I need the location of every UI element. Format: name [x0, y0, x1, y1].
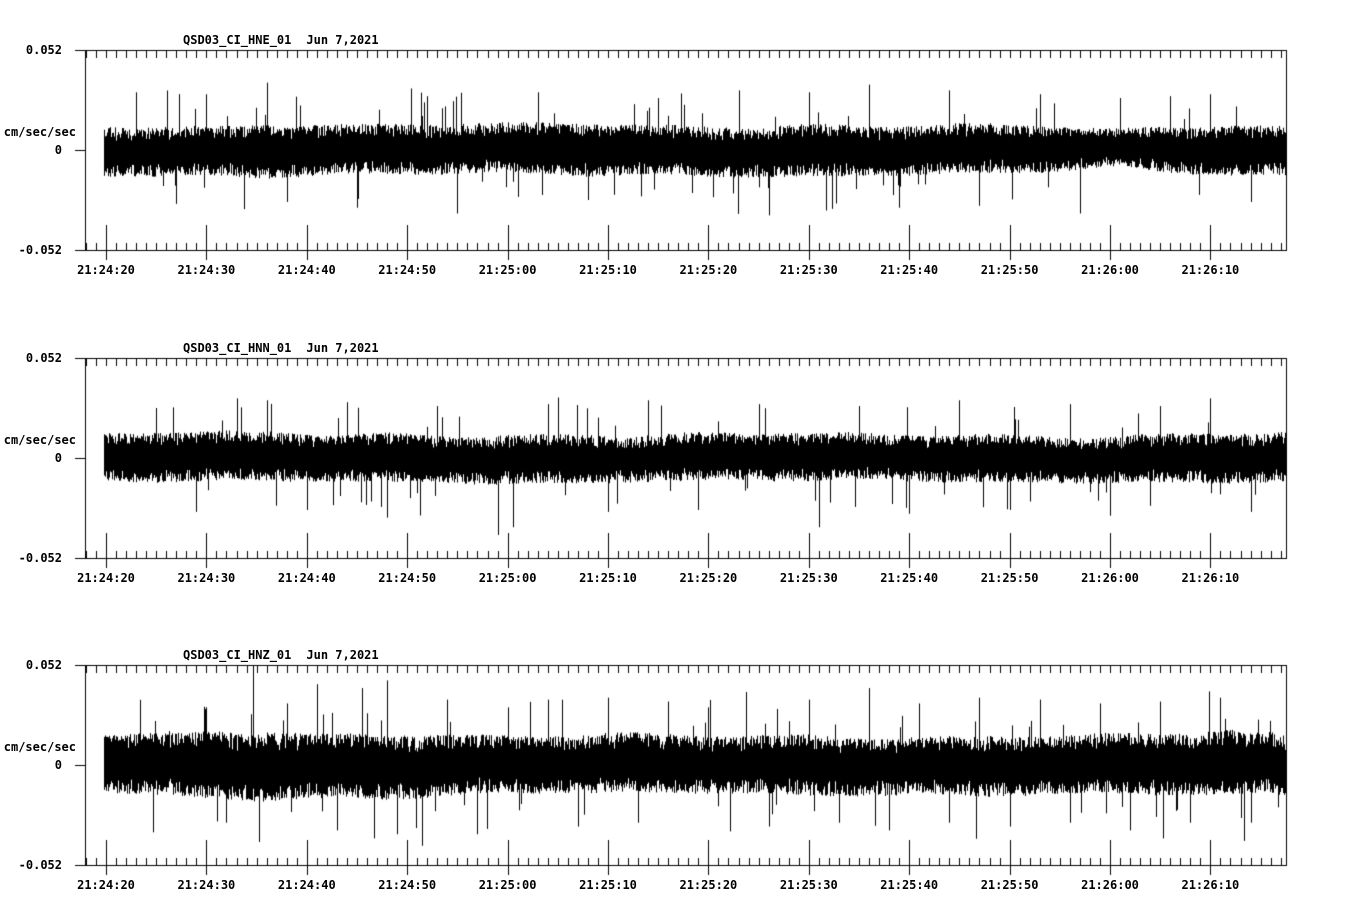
channel-id-label: QSD03_CI_HNZ_01: [183, 648, 292, 662]
x-tick-label: 21:24:40: [277, 878, 336, 892]
x-tick-label: 21:25:00: [478, 263, 537, 277]
x-tick-label: 21:25:40: [880, 878, 939, 892]
x-tick-label: 21:25:20: [679, 878, 738, 892]
channel-id-label: QSD03_CI_HNE_01: [183, 33, 292, 47]
y-tick-label-max: 0.052: [25, 658, 62, 672]
x-tick-label: 21:25:00: [478, 878, 537, 892]
x-tick-label: 21:25:10: [579, 263, 637, 277]
date-label: Jun 7,2021: [306, 648, 379, 662]
x-tick-label: 21:26:10: [1181, 263, 1240, 277]
panel-title: QSD03_CI_HNE_01 Jun 7,2021: [183, 34, 379, 47]
x-tick-label: 21:26:10: [1181, 571, 1240, 585]
x-tick-label: 21:25:50: [980, 878, 1039, 892]
x-tick-label: 21:24:50: [378, 878, 437, 892]
x-tick-label: 21:25:30: [779, 571, 838, 585]
y-axis-unit-label: cm/sec/sec: [3, 433, 76, 447]
y-axis-unit-label: cm/sec/sec: [3, 740, 76, 754]
x-tick-label: 21:24:30: [177, 878, 236, 892]
x-tick-label: 21:26:00: [1081, 263, 1139, 277]
y-tick-label-min: -0.052: [18, 551, 62, 565]
x-tick-label: 21:25:30: [779, 878, 838, 892]
x-tick-label: 21:24:20: [77, 263, 135, 277]
x-tick-label: 21:25:30: [779, 263, 838, 277]
y-tick-label-min: -0.052: [18, 243, 62, 257]
x-tick-label: 21:25:40: [880, 571, 939, 585]
x-tick-label: 21:25:20: [679, 263, 738, 277]
x-tick-label: 21:25:00: [478, 571, 537, 585]
date-label: Jun 7,2021: [306, 341, 379, 355]
y-tick-label-min: -0.052: [18, 858, 62, 872]
x-tick-label: 21:24:40: [277, 571, 336, 585]
x-tick-label: 21:24:30: [177, 263, 236, 277]
x-tick-label: 21:24:50: [378, 571, 437, 585]
x-tick-label: 21:26:00: [1081, 878, 1139, 892]
x-tick-label: 21:25:50: [980, 571, 1039, 585]
panel-title: QSD03_CI_HNZ_01 Jun 7,2021: [183, 649, 379, 662]
channel-id-label: QSD03_CI_HNN_01: [183, 341, 292, 355]
y-axis-unit-label: cm/sec/sec: [3, 125, 76, 139]
y-tick-label-zero: 0: [54, 758, 62, 772]
x-tick-label: 21:25:40: [880, 263, 939, 277]
panel-title: QSD03_CI_HNN_01 Jun 7,2021: [183, 342, 379, 355]
date-label: Jun 7,2021: [306, 33, 379, 47]
y-tick-label-max: 0.052: [25, 43, 62, 57]
x-tick-label: 21:25:50: [980, 263, 1039, 277]
y-tick-label-max: 0.052: [25, 351, 62, 365]
x-tick-label: 21:24:40: [277, 263, 336, 277]
x-tick-label: 21:25:10: [579, 878, 637, 892]
y-tick-label-zero: 0: [54, 143, 62, 157]
x-tick-label: 21:26:10: [1181, 878, 1240, 892]
x-tick-label: 21:24:50: [378, 263, 437, 277]
x-tick-label: 21:24:30: [177, 571, 236, 585]
y-tick-label-zero: 0: [54, 451, 62, 465]
x-tick-label: 21:25:20: [679, 571, 738, 585]
x-tick-label: 21:26:00: [1081, 571, 1139, 585]
x-tick-label: 21:24:20: [77, 571, 135, 585]
x-tick-label: 21:24:20: [77, 878, 135, 892]
x-tick-label: 21:25:10: [579, 571, 637, 585]
